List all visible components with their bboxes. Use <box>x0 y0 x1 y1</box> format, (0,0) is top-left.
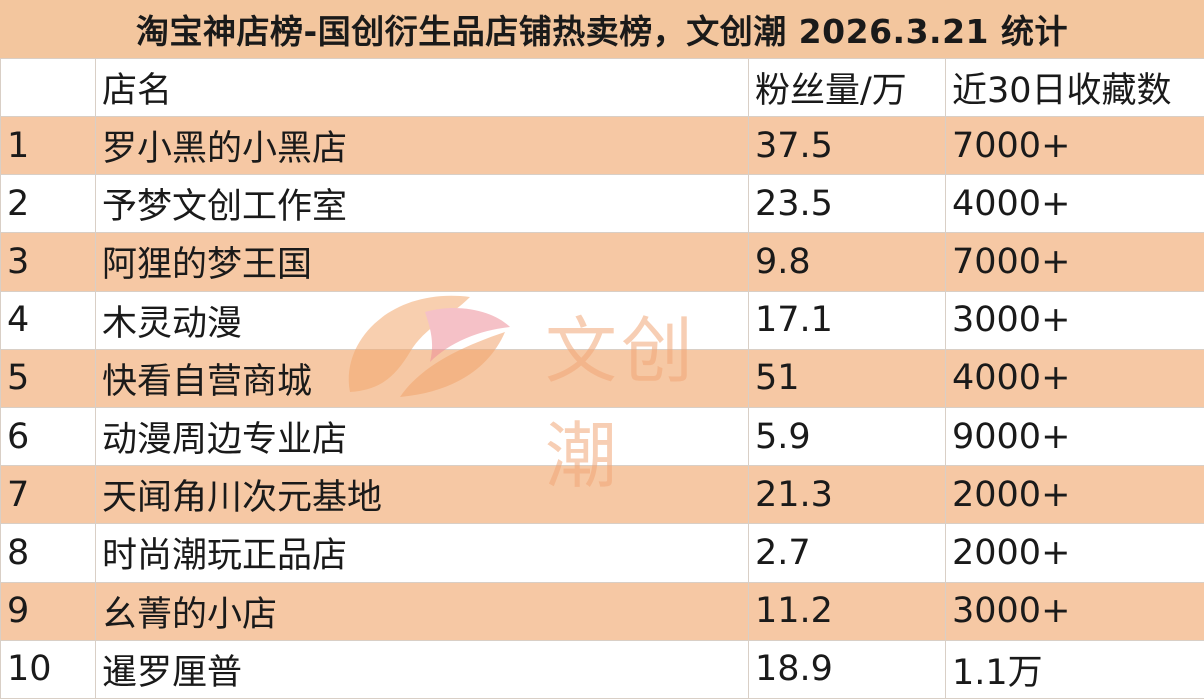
shop-name-cell: 天闻角川次元基地 <box>96 466 749 524</box>
fans-cell: 37.5 <box>749 117 946 175</box>
table-header-row: 店名 粉丝量/万 近30日收藏数 <box>1 59 1204 117</box>
fans-cell: 11.2 <box>749 582 946 640</box>
rank-cell: 7 <box>1 466 96 524</box>
rank-cell: 10 <box>1 640 96 698</box>
shop-name-cell: 阿狸的梦王国 <box>96 233 749 291</box>
fans-cell: 21.3 <box>749 466 946 524</box>
fans-cell: 2.7 <box>749 524 946 582</box>
favorites-cell: 3000+ <box>946 582 1204 640</box>
rank-cell: 5 <box>1 349 96 407</box>
rank-cell: 6 <box>1 407 96 465</box>
shop-name-cell: 幺菁的小店 <box>96 582 749 640</box>
fans-cell: 23.5 <box>749 175 946 233</box>
favorites-cell: 4000+ <box>946 349 1204 407</box>
shop-name-cell: 快看自营商城 <box>96 349 749 407</box>
shop-name-cell: 暹罗厘普 <box>96 640 749 698</box>
shop-name-cell: 动漫周边专业店 <box>96 407 749 465</box>
rank-cell: 4 <box>1 291 96 349</box>
favorites-cell: 7000+ <box>946 233 1204 291</box>
fans-cell: 9.8 <box>749 233 946 291</box>
header-rank <box>1 59 96 117</box>
page-title: 淘宝神店榜-国创衍生品店铺热卖榜，文创潮 2026.3.21 统计 <box>0 0 1204 59</box>
favorites-cell: 9000+ <box>946 407 1204 465</box>
header-fans: 粉丝量/万 <box>749 59 946 117</box>
favorites-cell: 7000+ <box>946 117 1204 175</box>
rank-cell: 2 <box>1 175 96 233</box>
fans-cell: 51 <box>749 349 946 407</box>
rank-cell: 9 <box>1 582 96 640</box>
shop-name-cell: 罗小黑的小黑店 <box>96 117 749 175</box>
favorites-cell: 3000+ <box>946 291 1204 349</box>
fans-cell: 18.9 <box>749 640 946 698</box>
rank-cell: 3 <box>1 233 96 291</box>
fans-cell: 5.9 <box>749 407 946 465</box>
rank-cell: 1 <box>1 117 96 175</box>
favorites-cell: 2000+ <box>946 466 1204 524</box>
favorites-cell: 4000+ <box>946 175 1204 233</box>
rank-cell: 8 <box>1 524 96 582</box>
header-shop-name: 店名 <box>96 59 749 117</box>
shop-name-cell: 木灵动漫 <box>96 291 749 349</box>
shop-name-cell: 时尚潮玩正品店 <box>96 524 749 582</box>
favorites-cell: 1.1万 <box>946 640 1204 698</box>
favorites-cell: 2000+ <box>946 524 1204 582</box>
fans-cell: 17.1 <box>749 291 946 349</box>
shop-name-cell: 予梦文创工作室 <box>96 175 749 233</box>
header-favorites: 近30日收藏数 <box>946 59 1204 117</box>
